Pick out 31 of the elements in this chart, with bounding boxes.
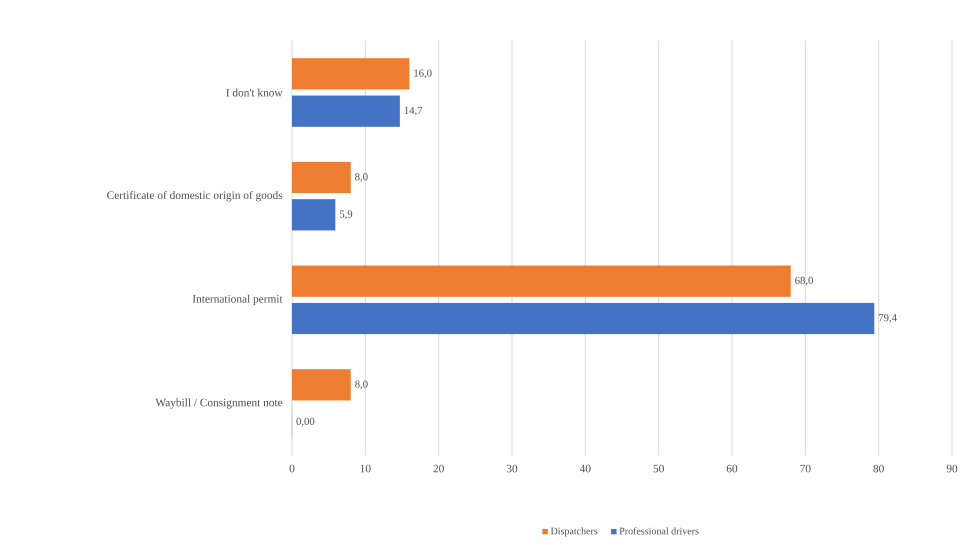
data-label: 68,0 xyxy=(795,276,813,286)
x-tick-label: 30 xyxy=(506,464,518,472)
bar xyxy=(292,162,351,194)
bar xyxy=(292,96,400,127)
legend-label: Professional drivers xyxy=(620,527,699,534)
y-tick-label: International permit xyxy=(192,294,283,305)
bar xyxy=(292,266,791,297)
y-tick-label: Waybill / Consignment note xyxy=(155,398,282,409)
bar xyxy=(292,369,351,400)
y-tick-label: Certificate of domestic origin of goods xyxy=(107,190,282,202)
bar xyxy=(292,199,336,230)
x-tick-label: 60 xyxy=(726,464,738,472)
data-label: 16,0 xyxy=(414,69,432,78)
data-label: 14,7 xyxy=(404,106,422,116)
data-label: 8,0 xyxy=(355,173,368,182)
x-tick-label: 90 xyxy=(946,464,958,472)
x-tick-label: 20 xyxy=(434,464,444,472)
bar xyxy=(292,302,874,334)
x-tick-label: 10 xyxy=(360,464,371,472)
y-tick-label: I don't know xyxy=(226,88,283,96)
data-label: 79,4 xyxy=(879,314,897,323)
bar xyxy=(292,58,410,90)
data-label: 0,00 xyxy=(296,418,314,427)
data-label: 5,9 xyxy=(340,210,352,220)
x-tick-label: 0 xyxy=(290,464,294,472)
data-label: 8,0 xyxy=(355,380,368,390)
x-tick-label: 40 xyxy=(580,464,591,472)
legend-label: Dispatchers xyxy=(550,527,598,536)
x-tick-label: 50 xyxy=(654,464,664,472)
x-tick-label: 80 xyxy=(873,464,884,472)
x-tick-label: 70 xyxy=(800,464,811,472)
